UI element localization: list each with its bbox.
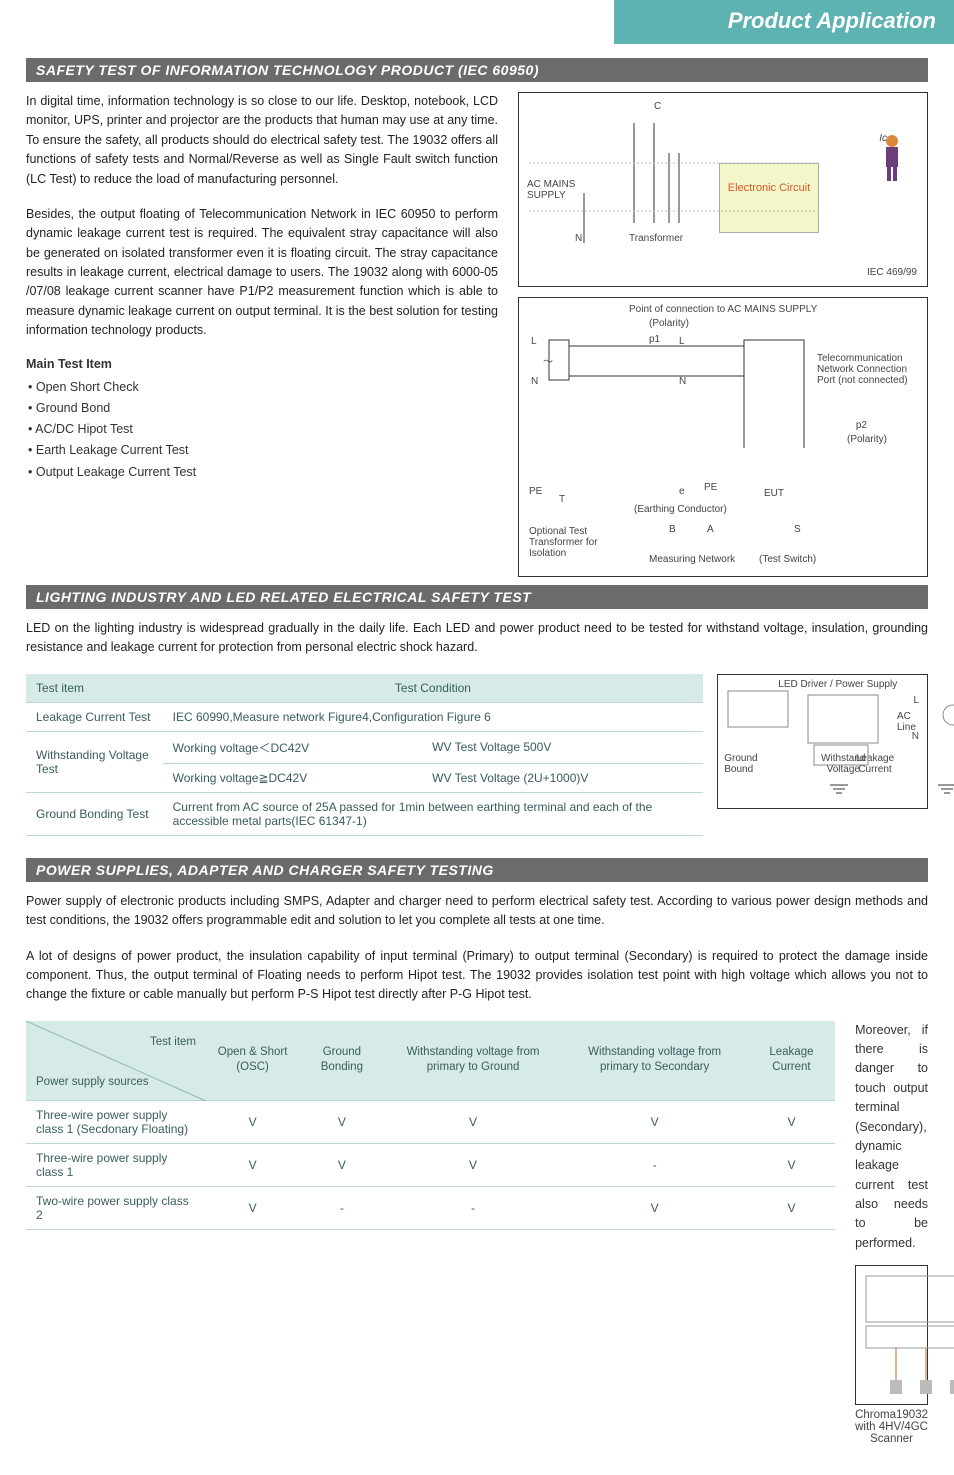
list-item: Earth Leakage Current Test: [28, 440, 498, 461]
fig2-label-measnet: Measuring Network: [649, 554, 735, 565]
psu-r3-c2: -: [299, 1187, 384, 1230]
main-test-list: Open Short Check Ground Bond AC/DC Hipot…: [26, 377, 498, 483]
led-r1-cond: IEC 60990,Measure network Figure4,Config…: [163, 702, 704, 731]
psu-col-lc: Leakage Current: [748, 1021, 835, 1101]
psu-r2-c4: -: [562, 1144, 748, 1187]
psu-corner-testitem: Test item: [150, 1035, 196, 1051]
psu-r2-c5: V: [748, 1144, 835, 1187]
figure-iec60950-bottom: Point of connection to AC MAINS SUPPLY (…: [518, 297, 928, 577]
led-r2a-c2: WV Test Voltage 500V: [422, 731, 703, 763]
section3-para1: Power supply of electronic products incl…: [26, 892, 928, 931]
section1-figure-col: C AC MAINS SUPPLY N Transformer Electron…: [518, 92, 928, 577]
section1-text-col: In digital time, information technology …: [26, 92, 498, 577]
list-item: Open Short Check: [28, 377, 498, 398]
psu-r2-c3: V: [385, 1144, 562, 1187]
list-item: Ground Bond: [28, 398, 498, 419]
list-item: Output Leakage Current Test: [28, 462, 498, 483]
psu-r3-label: Two-wire power supply class 2: [26, 1187, 206, 1230]
psu-r1-c3: V: [385, 1101, 562, 1144]
fig2-label-T: T: [559, 494, 565, 505]
section2-title: LIGHTING INDUSTRY AND LED RELATED ELECTR…: [26, 585, 928, 609]
fig2-label-e: e: [679, 486, 685, 497]
fig2-schematic-lines: [519, 298, 819, 448]
led-r2b-c1: Working voltage≧DC42V: [163, 763, 423, 792]
psu-corner-header: Test item Power supply sources: [26, 1021, 206, 1101]
fig1-schematic-lines: [519, 93, 819, 243]
fig2-label-A: A: [707, 524, 714, 535]
led-r2-item: Withstanding Voltage Test: [26, 731, 163, 792]
psu-r3-c3: -: [385, 1187, 562, 1230]
page-body: SAFETY TEST OF INFORMATION TECHNOLOGY PR…: [0, 58, 954, 1475]
fig2-label-EUT: EUT: [764, 488, 784, 499]
section2-para: LED on the lighting industry is widespre…: [26, 619, 928, 658]
psu-col-wvps: Withstanding voltage from primary to Sec…: [562, 1021, 748, 1101]
section3-title: POWER SUPPLIES, ADAPTER AND CHARGER SAFE…: [26, 858, 928, 882]
psu-r3-c4: V: [562, 1187, 748, 1230]
section3-right-col: Moreover, if there is danger to touch ou…: [855, 1021, 928, 1446]
table-row: Two-wire power supply class 2 V - - V V: [26, 1187, 835, 1230]
fig1-label-iec: IEC 469/99: [867, 267, 917, 278]
fig2-label-opttrans: Optional Test Transformer for Isolation: [529, 526, 619, 559]
fig3-schematic-lines: [718, 675, 954, 825]
led-r1-item: Leakage Current Test: [26, 702, 163, 731]
list-item: AC/DC Hipot Test: [28, 419, 498, 440]
fig2-label-PE1: PE: [529, 486, 542, 497]
section3-layout: Test item Power supply sources Open & Sh…: [26, 1021, 928, 1446]
figure-iec60950-top: C AC MAINS SUPPLY N Transformer Electron…: [518, 92, 928, 287]
section2-layout: Test item Test Condition Leakage Current…: [26, 674, 928, 836]
psu-test-table: Test item Power supply sources Open & Sh…: [26, 1021, 835, 1231]
led-th-item: Test item: [26, 674, 163, 703]
section1-para2: Besides, the output floating of Telecomm…: [26, 205, 498, 341]
section1-para1: In digital time, information technology …: [26, 92, 498, 189]
fig2-label-S: S: [794, 524, 801, 535]
figure-chroma-scanner: [855, 1265, 928, 1405]
fig2-label-earthing: (Earthing Conductor): [634, 504, 727, 515]
page-title-tab: Product Application: [614, 0, 954, 44]
psu-r3-c1: V: [206, 1187, 299, 1230]
led-test-table: Test item Test Condition Leakage Current…: [26, 674, 703, 836]
fig2-label-B: B: [669, 524, 676, 535]
psu-r1-c4: V: [562, 1101, 748, 1144]
main-test-heading: Main Test Item: [26, 357, 498, 371]
person-icon: [877, 133, 907, 183]
psu-r3-c5: V: [748, 1187, 835, 1230]
fig2-label-PE2: PE: [704, 482, 717, 493]
figure-led-driver: LED Driver / Power Supply L N AC Line Gr…: [717, 674, 928, 809]
fig4-schematic: [856, 1266, 954, 1416]
page-header: Product Application: [0, 0, 954, 44]
psu-r1-c5: V: [748, 1101, 835, 1144]
fig2-label-testsw: (Test Switch): [759, 554, 816, 565]
fig2-label-tele: Telecommunication Network Connection Por…: [817, 353, 917, 386]
led-r3-cond: Current from AC source of 25A passed for…: [163, 792, 704, 835]
led-th-cond: Test Condition: [163, 674, 704, 703]
fig2-label-polarity2: (Polarity): [847, 434, 887, 445]
fig2-label-p2: p2: [856, 420, 867, 431]
led-r2b-c2: WV Test Voltage (2U+1000)V: [422, 763, 703, 792]
section1-title: SAFETY TEST OF INFORMATION TECHNOLOGY PR…: [26, 58, 928, 82]
section1-layout: In digital time, information technology …: [26, 92, 928, 577]
psu-col-wvpg: Withstanding voltage from primary to Gro…: [385, 1021, 562, 1101]
led-r2a-c1: Working voltage＜DC42V: [163, 731, 423, 763]
section3-para2: A lot of designs of power product, the i…: [26, 947, 928, 1005]
section3-para3: Moreover, if there is danger to touch ou…: [855, 1021, 928, 1254]
led-r3-item: Ground Bonding Test: [26, 792, 163, 835]
psu-corner-pss: Power supply sources: [36, 1075, 149, 1091]
